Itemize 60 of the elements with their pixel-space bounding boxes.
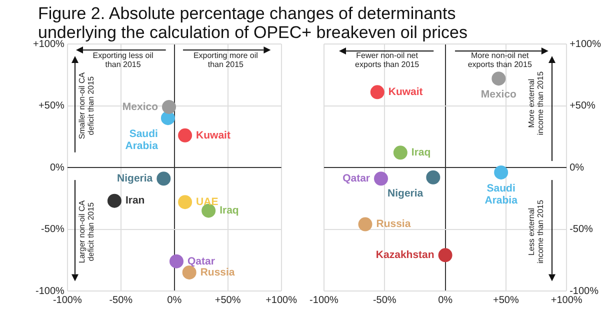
annotation: Larger non-oil CA deficit than 2015 bbox=[77, 200, 96, 264]
y-tick-label: +50% bbox=[38, 100, 65, 112]
series-label: Iran bbox=[125, 194, 145, 207]
point bbox=[162, 100, 176, 114]
y-tick-label: -50% bbox=[570, 224, 594, 235]
annotation: Exporting more oil than 2015 bbox=[193, 50, 258, 69]
series-label: Russia bbox=[200, 266, 235, 278]
point bbox=[393, 146, 408, 160]
series-label: Nigeria bbox=[388, 187, 424, 200]
x-tick-label: +50% bbox=[493, 294, 519, 306]
point bbox=[160, 111, 175, 126]
point bbox=[494, 165, 508, 180]
x-tick-label: -100% bbox=[310, 294, 339, 306]
point bbox=[374, 172, 388, 186]
series-label: Qatar bbox=[187, 255, 215, 268]
annotation: Smaller non-oil CA deficit than 2015 bbox=[77, 72, 96, 140]
series-label: Saudi Arabia bbox=[125, 128, 158, 152]
point bbox=[370, 85, 384, 100]
x-tick-label: -100% bbox=[52, 294, 82, 306]
annotation: Less external income than 2015 bbox=[526, 199, 545, 264]
series-label: Mexico bbox=[122, 100, 158, 113]
series-label: Kazakhstan bbox=[376, 249, 434, 262]
annotation: Fewer non-oil net exports than 2015 bbox=[355, 50, 420, 69]
x-tick-label: +50% bbox=[214, 294, 241, 306]
annotation: More non-oil net exports than 2015 bbox=[468, 50, 532, 69]
y-tick-label: -50% bbox=[41, 224, 65, 235]
annotation: Exporting less oil than 2015 bbox=[92, 50, 154, 69]
y-tick-label: -100% bbox=[570, 286, 599, 297]
x-tick-label: +100% bbox=[550, 294, 582, 306]
series-label: Iraq bbox=[411, 146, 431, 159]
y-tick-label: -100% bbox=[36, 286, 65, 297]
point bbox=[426, 170, 440, 184]
series-label: Nigeria bbox=[117, 172, 153, 185]
y-tick-label: +100% bbox=[570, 38, 602, 50]
series-label: Saudi Arabia bbox=[484, 182, 518, 206]
point bbox=[438, 248, 452, 262]
x-tick-label: +100% bbox=[266, 294, 298, 306]
annotation: More external income than 2015 bbox=[526, 70, 545, 136]
series-label: Iraq bbox=[220, 204, 239, 217]
point bbox=[492, 72, 506, 86]
y-tick-label: +50% bbox=[570, 100, 596, 112]
point bbox=[107, 194, 122, 208]
series-label: Mexico bbox=[480, 88, 516, 100]
point bbox=[358, 217, 372, 232]
x-tick-label: -50% bbox=[109, 294, 133, 306]
y-tick-label: 0% bbox=[50, 162, 65, 174]
series-label: Qatar bbox=[342, 172, 370, 185]
point bbox=[178, 128, 192, 142]
y-tick-label: 0% bbox=[570, 162, 584, 174]
point bbox=[156, 172, 171, 186]
series-label: Kuwait bbox=[388, 86, 424, 98]
x-tick-label: -50% bbox=[372, 294, 396, 306]
x-tick-label: 0% bbox=[167, 294, 182, 306]
x-tick-label: 0% bbox=[438, 294, 453, 306]
series-label: Kuwait bbox=[196, 129, 231, 142]
series-label: Russia bbox=[376, 218, 411, 230]
point bbox=[169, 254, 184, 268]
point bbox=[178, 195, 192, 210]
point bbox=[182, 265, 196, 280]
series-label: UAE bbox=[196, 196, 218, 208]
